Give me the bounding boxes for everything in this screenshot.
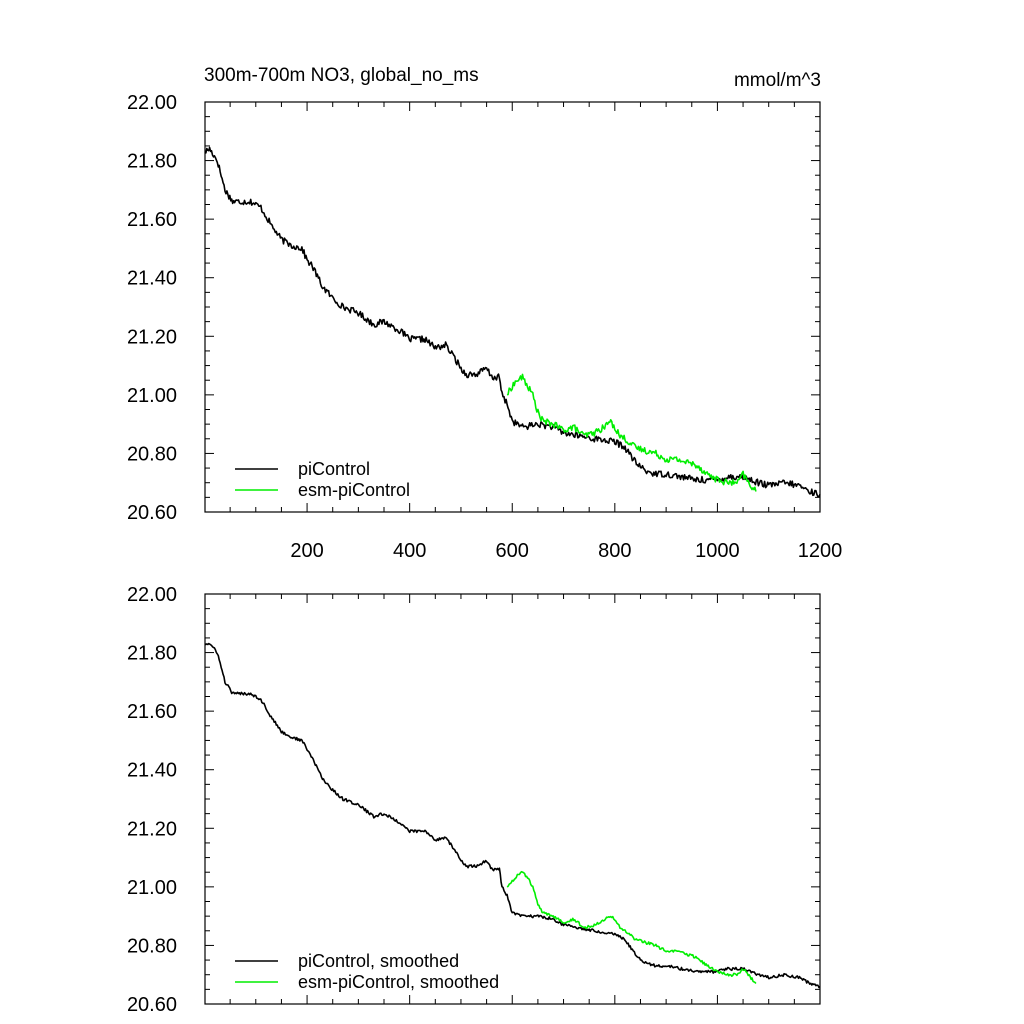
x-tick-labels: 200 400 600 800 1000 1200 bbox=[290, 540, 842, 562]
data-lines bbox=[204, 642, 821, 989]
plot-frame bbox=[204, 593, 821, 1005]
tick-marks bbox=[205, 101, 821, 513]
y-tick-label: 21.60 bbox=[127, 701, 177, 723]
y-tick-label: 21.80 bbox=[127, 643, 177, 665]
series-line-esm-picontrol bbox=[506, 373, 757, 492]
legend: piControl, smoothed esm-piControl, smoot… bbox=[235, 951, 499, 992]
y-tick-label: 20.80 bbox=[127, 443, 177, 465]
y-tick-label: 22.00 bbox=[127, 584, 177, 606]
x-tick-label: 800 bbox=[598, 540, 631, 562]
units-label: mmol/m^3 bbox=[734, 70, 821, 91]
y-tick-label: 20.60 bbox=[127, 502, 177, 524]
y-tick-labels: 20.60 20.80 21.00 21.20 21.40 21.60 21.80 22.00 bbox=[127, 92, 177, 524]
legend-label-esm-picontrol-smoothed: esm-piControl, smoothed bbox=[298, 972, 499, 992]
y-tick-label: 21.40 bbox=[127, 760, 177, 782]
y-tick-label: 20.60 bbox=[127, 994, 177, 1016]
x-tick-label: 200 bbox=[290, 540, 323, 562]
chart-title: 300m-700m NO3, global_no_ms bbox=[204, 65, 479, 86]
x-tick-label: 400 bbox=[393, 540, 426, 562]
series-line-picontrol-smoothed bbox=[204, 642, 821, 989]
legend-label-esm-picontrol: esm-piControl bbox=[298, 480, 410, 500]
x-tick-label: 600 bbox=[496, 540, 529, 562]
y-tick-label: 21.80 bbox=[127, 151, 177, 173]
y-tick-label: 20.80 bbox=[127, 935, 177, 957]
bottom-chart-panel: 20.60 20.80 21.00 21.20 21.40 21.60 21.80 22.00… bbox=[127, 584, 821, 1016]
plot-frame bbox=[204, 101, 821, 513]
data-lines bbox=[204, 146, 821, 498]
y-tick-label: 22.00 bbox=[127, 92, 177, 114]
y-tick-label: 21.20 bbox=[127, 818, 177, 840]
x-tick-label: 1200 bbox=[798, 540, 843, 562]
tick-marks bbox=[205, 593, 821, 1005]
y-tick-label: 21.60 bbox=[127, 209, 177, 231]
y-tick-label: 21.00 bbox=[127, 877, 177, 899]
y-tick-label: 21.40 bbox=[127, 268, 177, 290]
legend: piControl esm-piControl bbox=[235, 459, 410, 500]
series-line-esm-picontrol-smoothed bbox=[506, 870, 757, 985]
y-tick-labels: 20.60 20.80 21.00 21.20 21.40 21.60 21.80 22.00 bbox=[127, 584, 177, 1016]
top-chart-panel: 300m-700m NO3, global_no_ms mmol/m^3 20.… bbox=[127, 65, 842, 562]
series-line-picontrol bbox=[204, 146, 821, 498]
x-tick-label: 1000 bbox=[695, 540, 740, 562]
y-tick-label: 21.20 bbox=[127, 326, 177, 348]
legend-label-picontrol: piControl bbox=[298, 459, 370, 479]
legend-label-picontrol-smoothed: piControl, smoothed bbox=[298, 951, 459, 971]
y-tick-label: 21.00 bbox=[127, 385, 177, 407]
